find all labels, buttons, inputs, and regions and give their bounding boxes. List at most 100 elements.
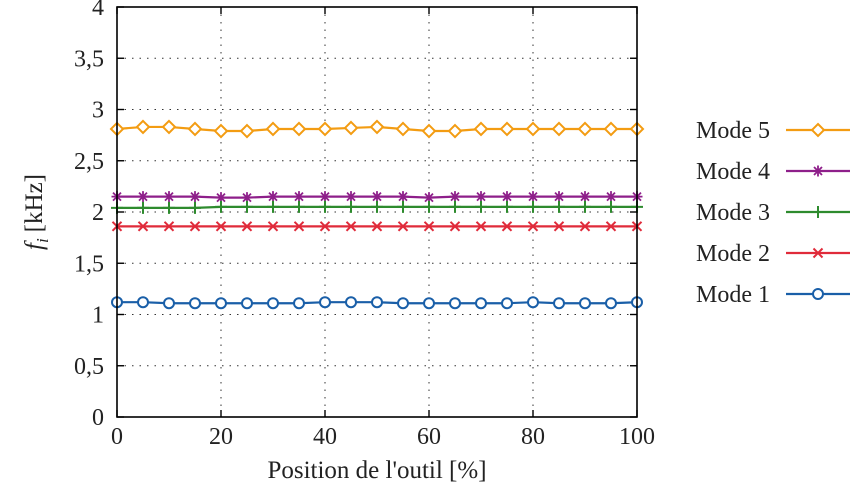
legend-label: Mode 2 — [696, 241, 770, 267]
y-tick-label: 3,5 — [74, 46, 104, 72]
data-point — [137, 221, 149, 232]
x-tick-label: 80 — [521, 424, 545, 450]
data-point — [475, 191, 487, 203]
y-axis-label-symbol: f — [21, 240, 48, 250]
data-point — [577, 121, 593, 137]
data-point — [447, 123, 463, 139]
legend-label: Mode 3 — [696, 200, 770, 226]
legend-label: Mode 5 — [696, 118, 770, 144]
data-point — [397, 221, 409, 232]
data-point — [475, 221, 487, 232]
data-point — [135, 119, 151, 135]
data-point — [163, 201, 175, 214]
data-point — [317, 121, 333, 137]
data-point — [189, 221, 201, 232]
data-point — [345, 191, 357, 203]
grid — [117, 7, 637, 417]
data-point — [371, 221, 383, 232]
legend-item: Mode 4 — [696, 159, 850, 185]
data-point — [293, 221, 305, 232]
data-point — [163, 297, 175, 310]
data-point — [265, 121, 281, 137]
x-axis-label: Position de l'outil [%] — [267, 457, 486, 484]
y-tick-label: 3 — [92, 98, 104, 124]
data-point — [371, 296, 383, 309]
data-point — [449, 221, 461, 232]
data-point — [319, 296, 331, 309]
data-point — [527, 296, 539, 309]
x-tick-label: 40 — [313, 424, 337, 450]
data-point — [163, 221, 175, 232]
data-point — [397, 200, 409, 213]
legend-marker — [812, 247, 824, 259]
y-tick-label: 2,5 — [74, 149, 104, 175]
x-axis: 0 20 40 60 80 100 — [111, 7, 655, 450]
x-tick-label: 60 — [417, 424, 441, 450]
data-point — [553, 221, 565, 232]
data-point — [501, 297, 513, 310]
legend-item: Mode 1 — [696, 282, 850, 308]
y-axis-label: fi [kHz] — [21, 174, 52, 250]
data-point — [291, 121, 307, 137]
data-point — [189, 191, 201, 203]
data-point — [267, 297, 279, 310]
data-point — [345, 296, 357, 309]
data-point — [605, 297, 617, 310]
data-point — [215, 297, 227, 310]
data-point — [239, 123, 255, 139]
legend-item: Mode 2 — [696, 241, 850, 267]
data-point — [319, 221, 331, 232]
y-tick-label: 0,5 — [74, 354, 104, 380]
legend-marker — [812, 288, 824, 300]
data-point — [603, 121, 619, 137]
data-point — [579, 221, 591, 232]
data-point — [605, 221, 617, 232]
data-point — [267, 221, 279, 232]
data-point — [553, 200, 565, 213]
data-point — [215, 221, 227, 232]
y-axis-label-subscript: i — [33, 238, 52, 243]
data-point — [293, 191, 305, 203]
data-point — [527, 221, 539, 232]
data-point — [421, 123, 437, 139]
data-point — [579, 297, 591, 310]
data-point — [369, 119, 385, 135]
y-tick-label: 1 — [92, 303, 104, 329]
legend-item: Mode 3 — [696, 200, 850, 226]
data-point — [501, 191, 513, 203]
legend-item: Mode 5 — [696, 118, 850, 144]
data-point — [163, 191, 175, 203]
data-point — [579, 200, 591, 213]
y-tick-label: 1,5 — [74, 251, 104, 277]
y-tick-label: 4 — [92, 0, 104, 21]
data-point — [241, 221, 253, 232]
data-point — [371, 191, 383, 203]
data-point — [395, 121, 411, 137]
data-point — [293, 297, 305, 310]
data-point — [319, 200, 331, 213]
data-point — [449, 200, 461, 213]
data-point — [137, 191, 149, 203]
data-point — [423, 221, 435, 232]
data-point — [137, 201, 149, 214]
data-point — [187, 121, 203, 137]
y-tick-label: 0 — [92, 405, 104, 431]
data-point — [267, 191, 279, 203]
data-point — [501, 200, 513, 213]
data-point — [189, 297, 201, 310]
data-point — [241, 192, 253, 204]
data-point — [241, 200, 253, 213]
data-point — [267, 200, 279, 213]
data-point — [579, 191, 591, 203]
series-layer — [109, 119, 645, 310]
data-point — [241, 297, 253, 310]
data-point — [215, 200, 227, 213]
data-point — [475, 297, 487, 310]
data-point — [499, 121, 515, 137]
x-tick-label: 100 — [619, 424, 655, 450]
data-point — [345, 221, 357, 232]
data-point — [319, 191, 331, 203]
data-point — [605, 191, 617, 203]
data-point — [397, 297, 409, 310]
